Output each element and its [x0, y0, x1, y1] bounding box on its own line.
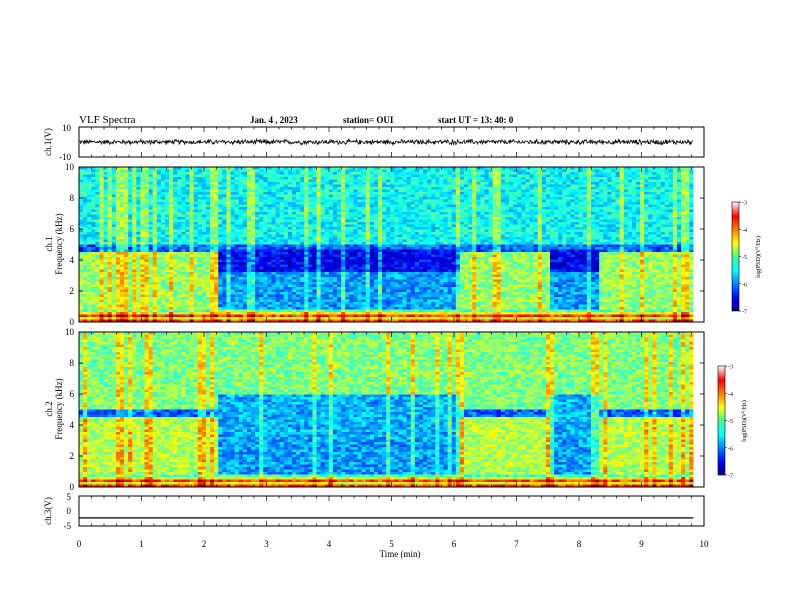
ch1-waveform-trace [78, 137, 694, 147]
colorbar-tick-label: -4 [728, 392, 733, 398]
colorbar-tick-label: -5 [728, 419, 733, 425]
ch1-ytick-top: 10 [62, 123, 72, 133]
ch3-ylabel: ch.3(V) [43, 497, 53, 525]
start-time-label: start UT = 13: 40: 0 [438, 115, 514, 125]
ytick-label: 8 [70, 358, 75, 368]
ytick-label: 4 [70, 255, 75, 265]
colorbar-tick-label: -3 [742, 201, 747, 207]
ch2-spectrogram-image [79, 332, 704, 487]
ch1-waveform-panel: 10 -10 ch.1(V) [43, 123, 705, 162]
ytick-label: 0 [70, 482, 75, 492]
ytick-label: 6 [70, 389, 75, 399]
ch3-ytick-top: 5 [67, 492, 72, 502]
colorbar-tick-label: -5 [742, 255, 747, 261]
station-label: station= OUI [343, 115, 394, 125]
ch3-waveform-panel: 5 0 -5 ch.3(V) [43, 492, 705, 531]
xtick-label: 6 [452, 539, 457, 549]
ch3-ytick-mid: 0 [67, 506, 72, 516]
ch2-spectrogram-ylabel-freq: Frequency (kHz) [54, 378, 64, 439]
xtick-label: 7 [514, 539, 519, 549]
ch2-colorbar-label: log(PSD)(V2/Hz) [740, 400, 749, 442]
xtick-label: 5 [389, 539, 394, 549]
xtick-label: 8 [577, 539, 582, 549]
x-axis-label: Time (min) [380, 549, 421, 559]
xtick-label: 9 [639, 539, 644, 549]
xtick-label: 10 [700, 539, 710, 549]
xtick-label: 0 [77, 539, 82, 549]
xtick-label: 1 [139, 539, 144, 549]
colorbar-tick-label: -6 [742, 282, 747, 288]
ch1-colorbar-scale [731, 201, 740, 312]
ch1-spectrogram-yticks: 0 2 4 6 8 10 [65, 162, 704, 327]
ch1-spectrogram-image [79, 167, 704, 322]
xtick-label: 2 [202, 539, 207, 549]
xtick-label: 3 [264, 539, 269, 549]
x-axis-ticks: 0 1 2 3 4 5 6 7 8 9 10 [77, 127, 709, 549]
ytick-label: 8 [70, 193, 75, 203]
ch1-spectrogram-ylabel-freq: Frequency (kHz) [54, 213, 64, 274]
colorbar-tick-label: -4 [742, 228, 747, 234]
ytick-label: 10 [65, 162, 75, 172]
ytick-label: 2 [70, 451, 75, 461]
figure-title: VLF Spectra [79, 114, 136, 126]
ch1-ylabel: ch.1(V) [43, 128, 53, 156]
colorbar-tick-label: -6 [728, 446, 733, 452]
ch1-spectrogram-ylabel-ch: ch.1 [44, 236, 54, 251]
ch2-spectrogram-panel: ch.2 Frequency (kHz) 0 2 4 6 8 10 -3 -4 -5 -6 -7 … [44, 327, 748, 492]
ch3-ytick-bottom: -5 [64, 521, 72, 531]
ytick-label: 6 [70, 224, 75, 234]
ch2-spectrogram-ylabel-ch: ch.2 [44, 401, 54, 416]
ytick-label: 4 [70, 420, 75, 430]
colorbar-tick-label: -7 [742, 310, 747, 316]
ch2-colorbar-scale [717, 365, 726, 476]
ytick-label: 0 [70, 317, 75, 327]
ch1-spectrogram-panel: ch.1 Frequency (kHz) 0 2 4 6 8 10 -3 -4 -5 -6 -7 … [44, 162, 762, 327]
ch2-colorbar: -3 -4 -5 -6 -7 log(PSD)(V2/Hz) [717, 365, 749, 480]
colorbar-tick-label: -7 [728, 474, 733, 480]
colorbar-tick-label: -3 [728, 365, 733, 371]
date-label: Jan. 4 , 2023 [250, 115, 298, 125]
ytick-label: 10 [65, 327, 75, 337]
ch1-colorbar-label: log(PSD)(V2/Hz) [754, 236, 763, 278]
xtick-label: 4 [327, 539, 332, 549]
ch2-spectrogram-yticks: 0 2 4 6 8 10 [65, 327, 704, 492]
ch1-ytick-bottom: -10 [59, 152, 71, 162]
ytick-label: 2 [70, 286, 75, 296]
ch1-colorbar: -3 -4 -5 -6 -7 log(PSD)(V2/Hz) [731, 201, 763, 316]
